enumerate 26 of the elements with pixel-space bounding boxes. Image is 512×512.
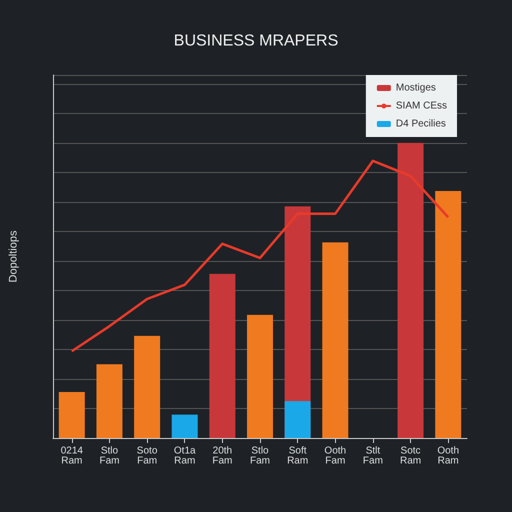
bar	[134, 336, 160, 438]
bar	[58, 392, 85, 438]
chart-title: BUSINESS MRAPERS	[174, 32, 338, 50]
y-axis-title: Dopoltiops	[8, 230, 20, 282]
bar	[172, 414, 198, 438]
x-tick-label: Stlo Fam	[99, 446, 120, 466]
bar	[96, 364, 122, 438]
x-tick-label: Soft Ram	[287, 446, 308, 466]
bar	[284, 401, 311, 438]
legend-label: SIAM CEss	[396, 100, 448, 112]
bar	[322, 242, 348, 438]
x-tick-label: Stlt Fam	[362, 446, 383, 466]
x-tick-label: 20th Fam	[212, 446, 232, 466]
x-tick-label: Soto Fam	[136, 446, 158, 466]
x-tick-label: Sotc Ram	[400, 446, 422, 466]
bar	[209, 274, 236, 438]
x-tick-label: Ooth Fam	[324, 446, 346, 466]
x-tick-label: Stlo Fam	[250, 446, 270, 466]
bar	[435, 190, 462, 438]
legend-label: Mostiges	[396, 82, 436, 94]
x-tick-label: Ooth Ram	[437, 446, 460, 466]
x-tick-label: 0214 Ram	[60, 446, 84, 466]
bar	[398, 142, 424, 438]
bar	[247, 314, 273, 438]
legend-label: D4 Pecilies	[396, 118, 446, 130]
x-tick-label: Ot1a Ram	[174, 446, 196, 466]
